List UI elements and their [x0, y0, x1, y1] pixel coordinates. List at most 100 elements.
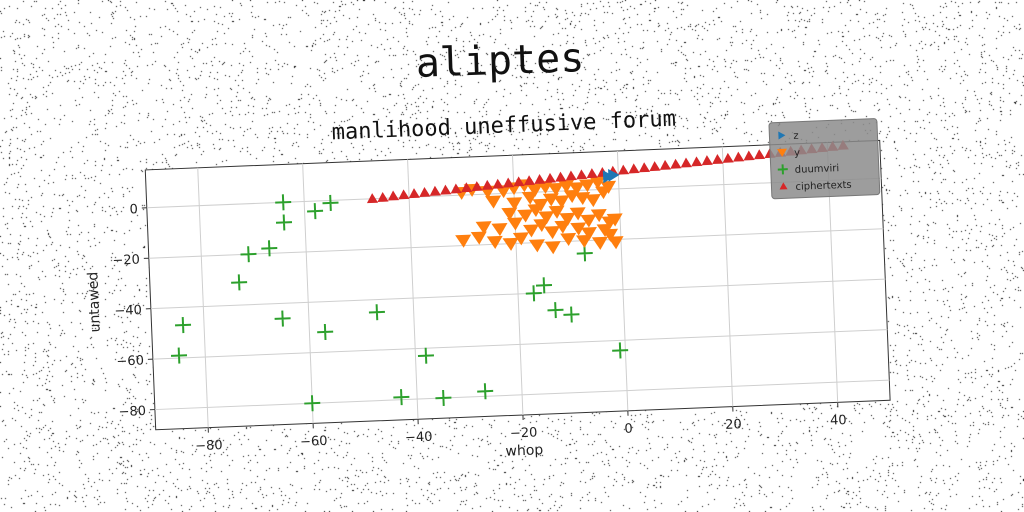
point-duumviri	[170, 347, 188, 364]
point-ciphertexts	[523, 175, 536, 186]
y-tick-label: 0	[129, 202, 138, 217]
x-tick-label: −20	[510, 425, 538, 441]
point-duumviri	[525, 285, 542, 302]
point-y	[580, 227, 597, 241]
legend-label: ciphertexts	[795, 180, 852, 193]
point-ciphertexts	[492, 178, 504, 189]
legend-marker-y	[776, 148, 787, 157]
point-duumviri	[307, 203, 324, 220]
point-duumviri	[477, 383, 494, 400]
point-y	[544, 225, 561, 240]
point-y	[533, 218, 550, 232]
point-y	[512, 232, 529, 246]
point-y	[602, 228, 619, 242]
point-duumviri	[535, 277, 553, 294]
point-duumviri	[393, 389, 410, 406]
x-tick-label: 40	[830, 413, 847, 429]
point-ciphertexts	[701, 155, 713, 166]
legend-marker-z	[778, 131, 786, 140]
point-y	[491, 223, 508, 237]
point-ciphertexts	[450, 183, 462, 194]
point-ciphertexts	[440, 184, 452, 195]
point-duumviri	[612, 342, 629, 359]
point-ciphertexts	[670, 158, 682, 169]
point-y	[507, 217, 523, 231]
y-tick-label: −80	[118, 404, 146, 420]
point-y	[485, 195, 502, 209]
point-ciphertexts	[617, 164, 630, 175]
data-points	[170, 139, 849, 412]
legend-label: duumviri	[795, 163, 840, 176]
point-duumviri	[547, 302, 564, 319]
chart-rotated-group: manlihood uneffusive forum −80 −60 −40 −20 0…	[85, 107, 891, 460]
legend-label: z	[793, 131, 799, 142]
point-y	[591, 236, 608, 250]
point-duumviri	[317, 323, 334, 341]
point-y	[579, 179, 596, 193]
point-y	[560, 232, 577, 247]
point-duumviri	[240, 246, 257, 263]
point-ciphertexts	[586, 168, 598, 179]
point-y	[548, 205, 565, 219]
legend-box	[768, 118, 881, 200]
point-duumviri	[261, 240, 278, 257]
y-ticks: 0 −20 −40 −60 −80	[112, 202, 155, 420]
point-ciphertexts	[387, 190, 400, 201]
point-ciphertexts	[544, 172, 556, 183]
x-tick-label: 0	[624, 422, 633, 437]
point-ciphertexts	[565, 170, 577, 181]
point-duumviri	[304, 395, 321, 412]
point-ciphertexts	[743, 150, 755, 161]
x-grid-line	[197, 167, 209, 428]
legend-marker-ciphertexts	[779, 182, 788, 190]
y-axis-label: untawed	[85, 271, 103, 332]
y-grid-line	[148, 228, 884, 259]
x-ticks: −80 −60 −40 −20 0 20 40	[195, 402, 847, 454]
x-grid-line	[302, 163, 314, 424]
y-grid-line	[152, 329, 888, 360]
point-ciphertexts	[398, 189, 410, 200]
point-y	[553, 195, 570, 209]
point-y	[607, 236, 624, 250]
point-ciphertexts	[576, 169, 588, 180]
point-ciphertexts	[555, 171, 567, 182]
x-tick-label: −40	[405, 430, 433, 446]
point-duumviri	[368, 304, 385, 321]
point-ciphertexts	[461, 182, 473, 193]
point-ciphertexts	[680, 157, 692, 168]
point-z	[608, 168, 620, 182]
point-ciphertexts	[366, 193, 379, 204]
point-y	[568, 182, 585, 196]
point-y	[528, 239, 545, 253]
x-axis-label: whop	[505, 442, 544, 460]
x-tick-label: 20	[725, 417, 742, 433]
x-grid-line	[407, 159, 419, 420]
y-grid-line	[154, 379, 890, 411]
point-duumviri	[274, 310, 291, 327]
point-duumviri	[417, 347, 434, 364]
point-ciphertexts	[408, 188, 420, 199]
point-y	[584, 194, 601, 208]
point-ciphertexts	[513, 176, 525, 187]
legend-marker-duumviri	[777, 164, 788, 175]
point-ciphertexts	[502, 177, 515, 188]
chart-title: manlihood uneffusive forum	[331, 107, 676, 146]
point-ciphertexts	[649, 161, 661, 172]
x-grid-line	[616, 150, 629, 411]
point-y	[527, 203, 544, 218]
point-duumviri	[275, 194, 292, 211]
y-grid-line	[150, 278, 886, 310]
point-y	[544, 241, 561, 255]
point-y	[502, 237, 519, 251]
legend: zy duumviri ciphertexts	[768, 118, 881, 200]
point-y	[589, 176, 606, 190]
point-duumviri	[275, 214, 293, 231]
point-y	[470, 231, 487, 245]
point-y	[486, 235, 503, 249]
point-y	[576, 234, 592, 248]
point-duumviri	[231, 274, 248, 291]
point-ciphertexts	[429, 185, 441, 196]
point-y	[526, 183, 543, 197]
point-ciphertexts	[471, 181, 483, 192]
